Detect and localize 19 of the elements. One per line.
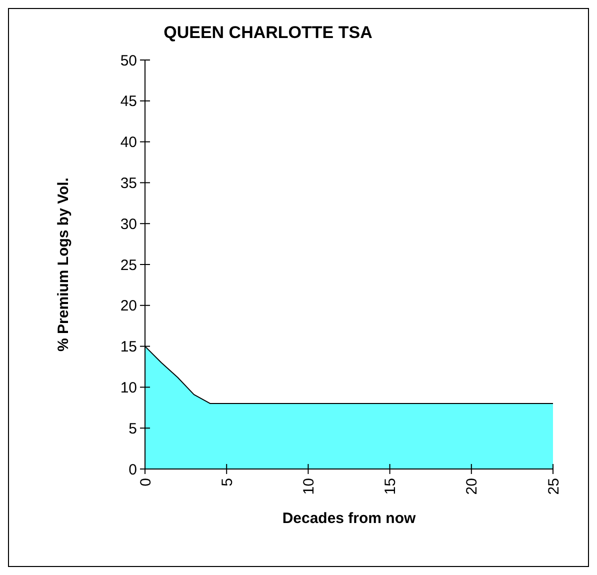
y-axis-title: % Premium Logs by Vol. [55, 178, 72, 352]
y-tick-label: 50 [120, 52, 137, 70]
y-tick-label: 15 [120, 338, 137, 356]
y-tick-label: 35 [120, 174, 137, 192]
y-tick-label: 30 [120, 216, 137, 233]
x-tick-label: 10 [300, 478, 318, 495]
x-axis-title: Decades from now [282, 510, 416, 527]
y-tick-label: 45 [120, 93, 137, 110]
x-tick-label: 20 [464, 478, 481, 495]
y-tick-label: 40 [120, 134, 137, 152]
x-tick-label: 5 [218, 478, 236, 486]
x-tick-label: 0 [137, 478, 154, 486]
y-tick-label: 25 [120, 256, 137, 274]
y-tick-label: 20 [120, 298, 137, 315]
y-tick-label: 5 [128, 420, 137, 438]
x-tick-label: 15 [382, 478, 400, 495]
chart-title: QUEEN CHARLOTTE TSA [164, 23, 372, 42]
y-tick-label: 10 [120, 379, 137, 396]
x-tick-label: 25 [545, 478, 562, 495]
